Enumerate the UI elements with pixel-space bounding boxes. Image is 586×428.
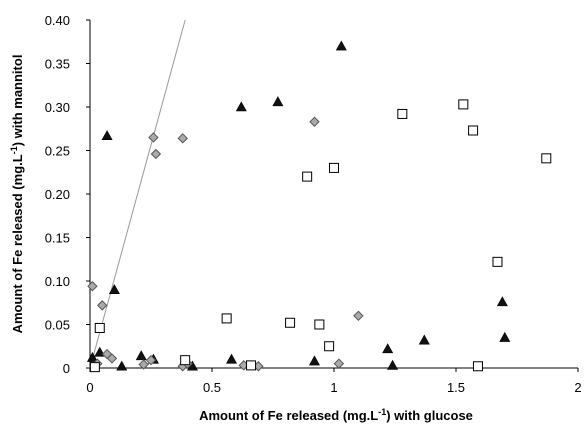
diamond-point: [145, 354, 157, 366]
square-point: [472, 361, 483, 372]
x-tick-label: 1.5: [447, 380, 465, 395]
square-point: [246, 360, 257, 371]
square-point: [458, 99, 469, 110]
triangle-point: [335, 40, 347, 51]
diamond-point: [150, 148, 162, 160]
square-point: [329, 162, 339, 173]
tick-labels: 0 0.05 0.10 0.15 0.20 0.25 0.30 0.35 0.40 0 0.5 1 1.…: [45, 13, 582, 395]
y-tick-label: 0.10: [45, 274, 70, 289]
triangle-point: [135, 350, 147, 361]
triangle-point: [116, 360, 128, 371]
x-tick-label: 1: [330, 380, 337, 395]
square-point: [541, 153, 552, 164]
y-tick-label: 0.15: [45, 231, 70, 246]
triangle-point: [496, 296, 508, 307]
square-point: [94, 322, 105, 333]
x-tick-label: 0.5: [203, 380, 221, 395]
y-tick-label: 0.05: [45, 318, 70, 333]
x-axis-title: Amount of Fe released (mg.L-1) with gluc…: [199, 407, 473, 423]
diamond-point: [96, 300, 108, 311]
diamond-point: [87, 281, 98, 292]
diamond-point: [138, 359, 149, 370]
y-tick-label: 0.25: [45, 144, 70, 159]
square-point: [180, 355, 191, 366]
reference-line: [89, 19, 186, 369]
triangle-point: [235, 101, 247, 112]
y-tick-label: 0.20: [45, 187, 70, 202]
square-point: [314, 319, 325, 330]
triangle-point: [272, 96, 284, 107]
triangle-point: [101, 130, 113, 141]
y-tick-label: 0.40: [45, 13, 70, 28]
triangle-point: [308, 355, 320, 366]
plot-area: [86, 19, 579, 372]
triangle-point: [387, 359, 399, 370]
triangle-point: [86, 351, 98, 362]
diamond-point: [333, 358, 345, 369]
diamond-point: [106, 353, 118, 364]
diamond-point: [309, 116, 320, 127]
square-point: [397, 108, 408, 119]
square-point: [285, 317, 296, 328]
x-tick-label: 0: [86, 380, 93, 395]
diamond-point: [353, 310, 364, 322]
x-tick-label: 2: [574, 380, 581, 395]
square-point: [221, 313, 232, 324]
square-point: [492, 256, 503, 267]
diamond-point: [177, 133, 188, 144]
triangle-point: [418, 334, 430, 345]
square-point: [89, 362, 100, 373]
y-tick-label: 0.35: [45, 57, 70, 72]
triangle-point: [226, 353, 238, 364]
triangle-point: [108, 284, 120, 295]
triangle-point: [499, 331, 511, 342]
y-tick-label: 0.30: [45, 100, 70, 115]
triangle-point: [382, 343, 394, 354]
square-point: [324, 341, 335, 352]
square-point: [468, 125, 479, 136]
data-marks: [86, 40, 552, 373]
square-point: [302, 171, 313, 182]
diamond-point: [148, 132, 159, 143]
y-tick-label: 0: [63, 361, 70, 376]
y-axis-title: Amount of Fe released (mg.L-1) with mann…: [9, 55, 25, 334]
